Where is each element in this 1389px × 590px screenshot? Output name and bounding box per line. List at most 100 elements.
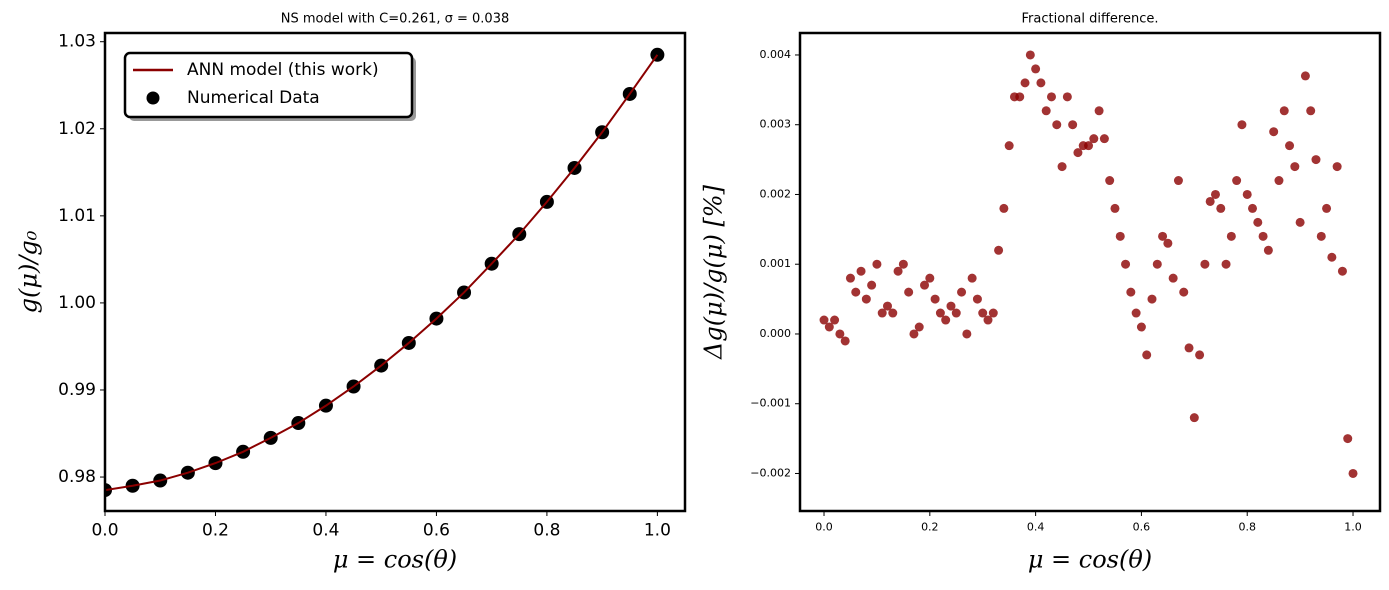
data-point [994, 245, 1004, 255]
data-point [1121, 259, 1131, 269]
y-tick-label: 1.01 [58, 206, 96, 226]
data-point [1300, 71, 1310, 81]
x-tick-label: 0.2 [202, 521, 229, 541]
y-tick-label: 0.002 [760, 187, 792, 200]
data-point [1046, 92, 1056, 102]
data-point [988, 308, 998, 318]
data-point [1311, 155, 1321, 165]
data-point [1094, 106, 1104, 116]
data-point [1237, 120, 1247, 130]
y-tick-label: 1.03 [58, 32, 96, 52]
legend [123, 51, 414, 119]
data-point [1285, 141, 1295, 151]
plot-area [819, 50, 1358, 478]
axes-frame [103, 31, 687, 513]
data-point [819, 315, 829, 325]
legend-label: Numerical Data [187, 88, 320, 108]
data-point [1073, 148, 1083, 158]
data-point [1232, 176, 1242, 186]
data-point [1015, 92, 1025, 102]
data-point [835, 329, 845, 339]
data-point [1168, 273, 1178, 283]
data-point [1110, 203, 1120, 213]
data-point [1057, 162, 1067, 172]
data-point [1279, 106, 1289, 116]
data-point [1269, 127, 1279, 137]
x-tick-label: 0.4 [312, 521, 339, 541]
data-point [972, 294, 982, 304]
data-point [967, 273, 977, 283]
data-point [1084, 141, 1094, 151]
data-point [1248, 203, 1258, 213]
x-tick-label: 0.4 [1027, 521, 1045, 534]
data-point [872, 259, 882, 269]
data-point [1158, 231, 1168, 241]
data-point [1216, 203, 1226, 213]
data-point [840, 336, 850, 346]
data-point [1226, 231, 1236, 241]
x-tick-label: 0.0 [91, 521, 118, 541]
data-point [951, 308, 961, 318]
subplot: 0.0 0.2 0.4 0.6 0.8 1.0 −0.002 −0.001 0.000 0.001… [700, 12, 1382, 574]
y-tick-label: 1.02 [58, 119, 96, 139]
data-point [898, 259, 908, 269]
y-tick-label: 0.001 [760, 257, 792, 270]
data-point [1348, 468, 1358, 478]
x-tick-label: 1.0 [1344, 521, 1362, 534]
data-point [909, 329, 919, 339]
data-point [925, 273, 935, 283]
data-point [978, 308, 988, 318]
data-point [867, 280, 877, 290]
x-tick-label: 0.0 [815, 521, 833, 534]
x-tick-label: 0.6 [423, 521, 450, 541]
data-point [1163, 238, 1173, 248]
y-tick-label: −0.002 [750, 466, 791, 479]
data-point [1263, 245, 1273, 255]
data-point [1184, 343, 1194, 353]
y-axis-label: g(μ)/g₀ [15, 230, 43, 313]
data-point [856, 266, 866, 276]
plot-area [105, 47, 665, 498]
data-point [1327, 252, 1337, 262]
data-point [1295, 217, 1305, 227]
data-point [904, 287, 914, 297]
data-point [851, 287, 861, 297]
x-tick-label: 0.8 [533, 521, 560, 541]
data-point [1025, 50, 1035, 60]
data-point [830, 315, 840, 325]
legend-label: ANN model (this work) [187, 60, 379, 80]
data-point [914, 322, 924, 332]
y-tick-label: 0.98 [58, 467, 96, 487]
data-point [1189, 413, 1199, 423]
data-point [941, 315, 951, 325]
data-point [1332, 162, 1342, 172]
data-point [1131, 308, 1141, 318]
data-point [1205, 196, 1215, 206]
chart-title: Fractional difference. [1022, 12, 1159, 27]
data-point [1036, 78, 1046, 88]
y-axis-label: Δg(μ)/g(μ) [%] [700, 184, 728, 360]
data-point [824, 322, 834, 332]
y-tick-label: 0.99 [58, 380, 96, 400]
data-point [1221, 259, 1231, 269]
data-point [1115, 231, 1125, 241]
data-point [1089, 134, 1099, 144]
data-point [1020, 78, 1030, 88]
data-point [1004, 141, 1014, 151]
data-point [1041, 106, 1051, 116]
data-point [1142, 350, 1152, 360]
data-point [1062, 92, 1072, 102]
data-point [946, 301, 956, 311]
data-point [1253, 217, 1263, 227]
data-point [1052, 120, 1062, 130]
data-point [1290, 162, 1300, 172]
data-point [1173, 176, 1183, 186]
data-point [1322, 203, 1332, 213]
x-tick-label: 1.0 [644, 521, 671, 541]
data-point [1126, 287, 1136, 297]
data-point [1179, 287, 1189, 297]
data-point [920, 280, 930, 290]
y-tick-label: 0.003 [760, 118, 792, 131]
data-point [1105, 176, 1115, 186]
data-point [1200, 259, 1210, 269]
